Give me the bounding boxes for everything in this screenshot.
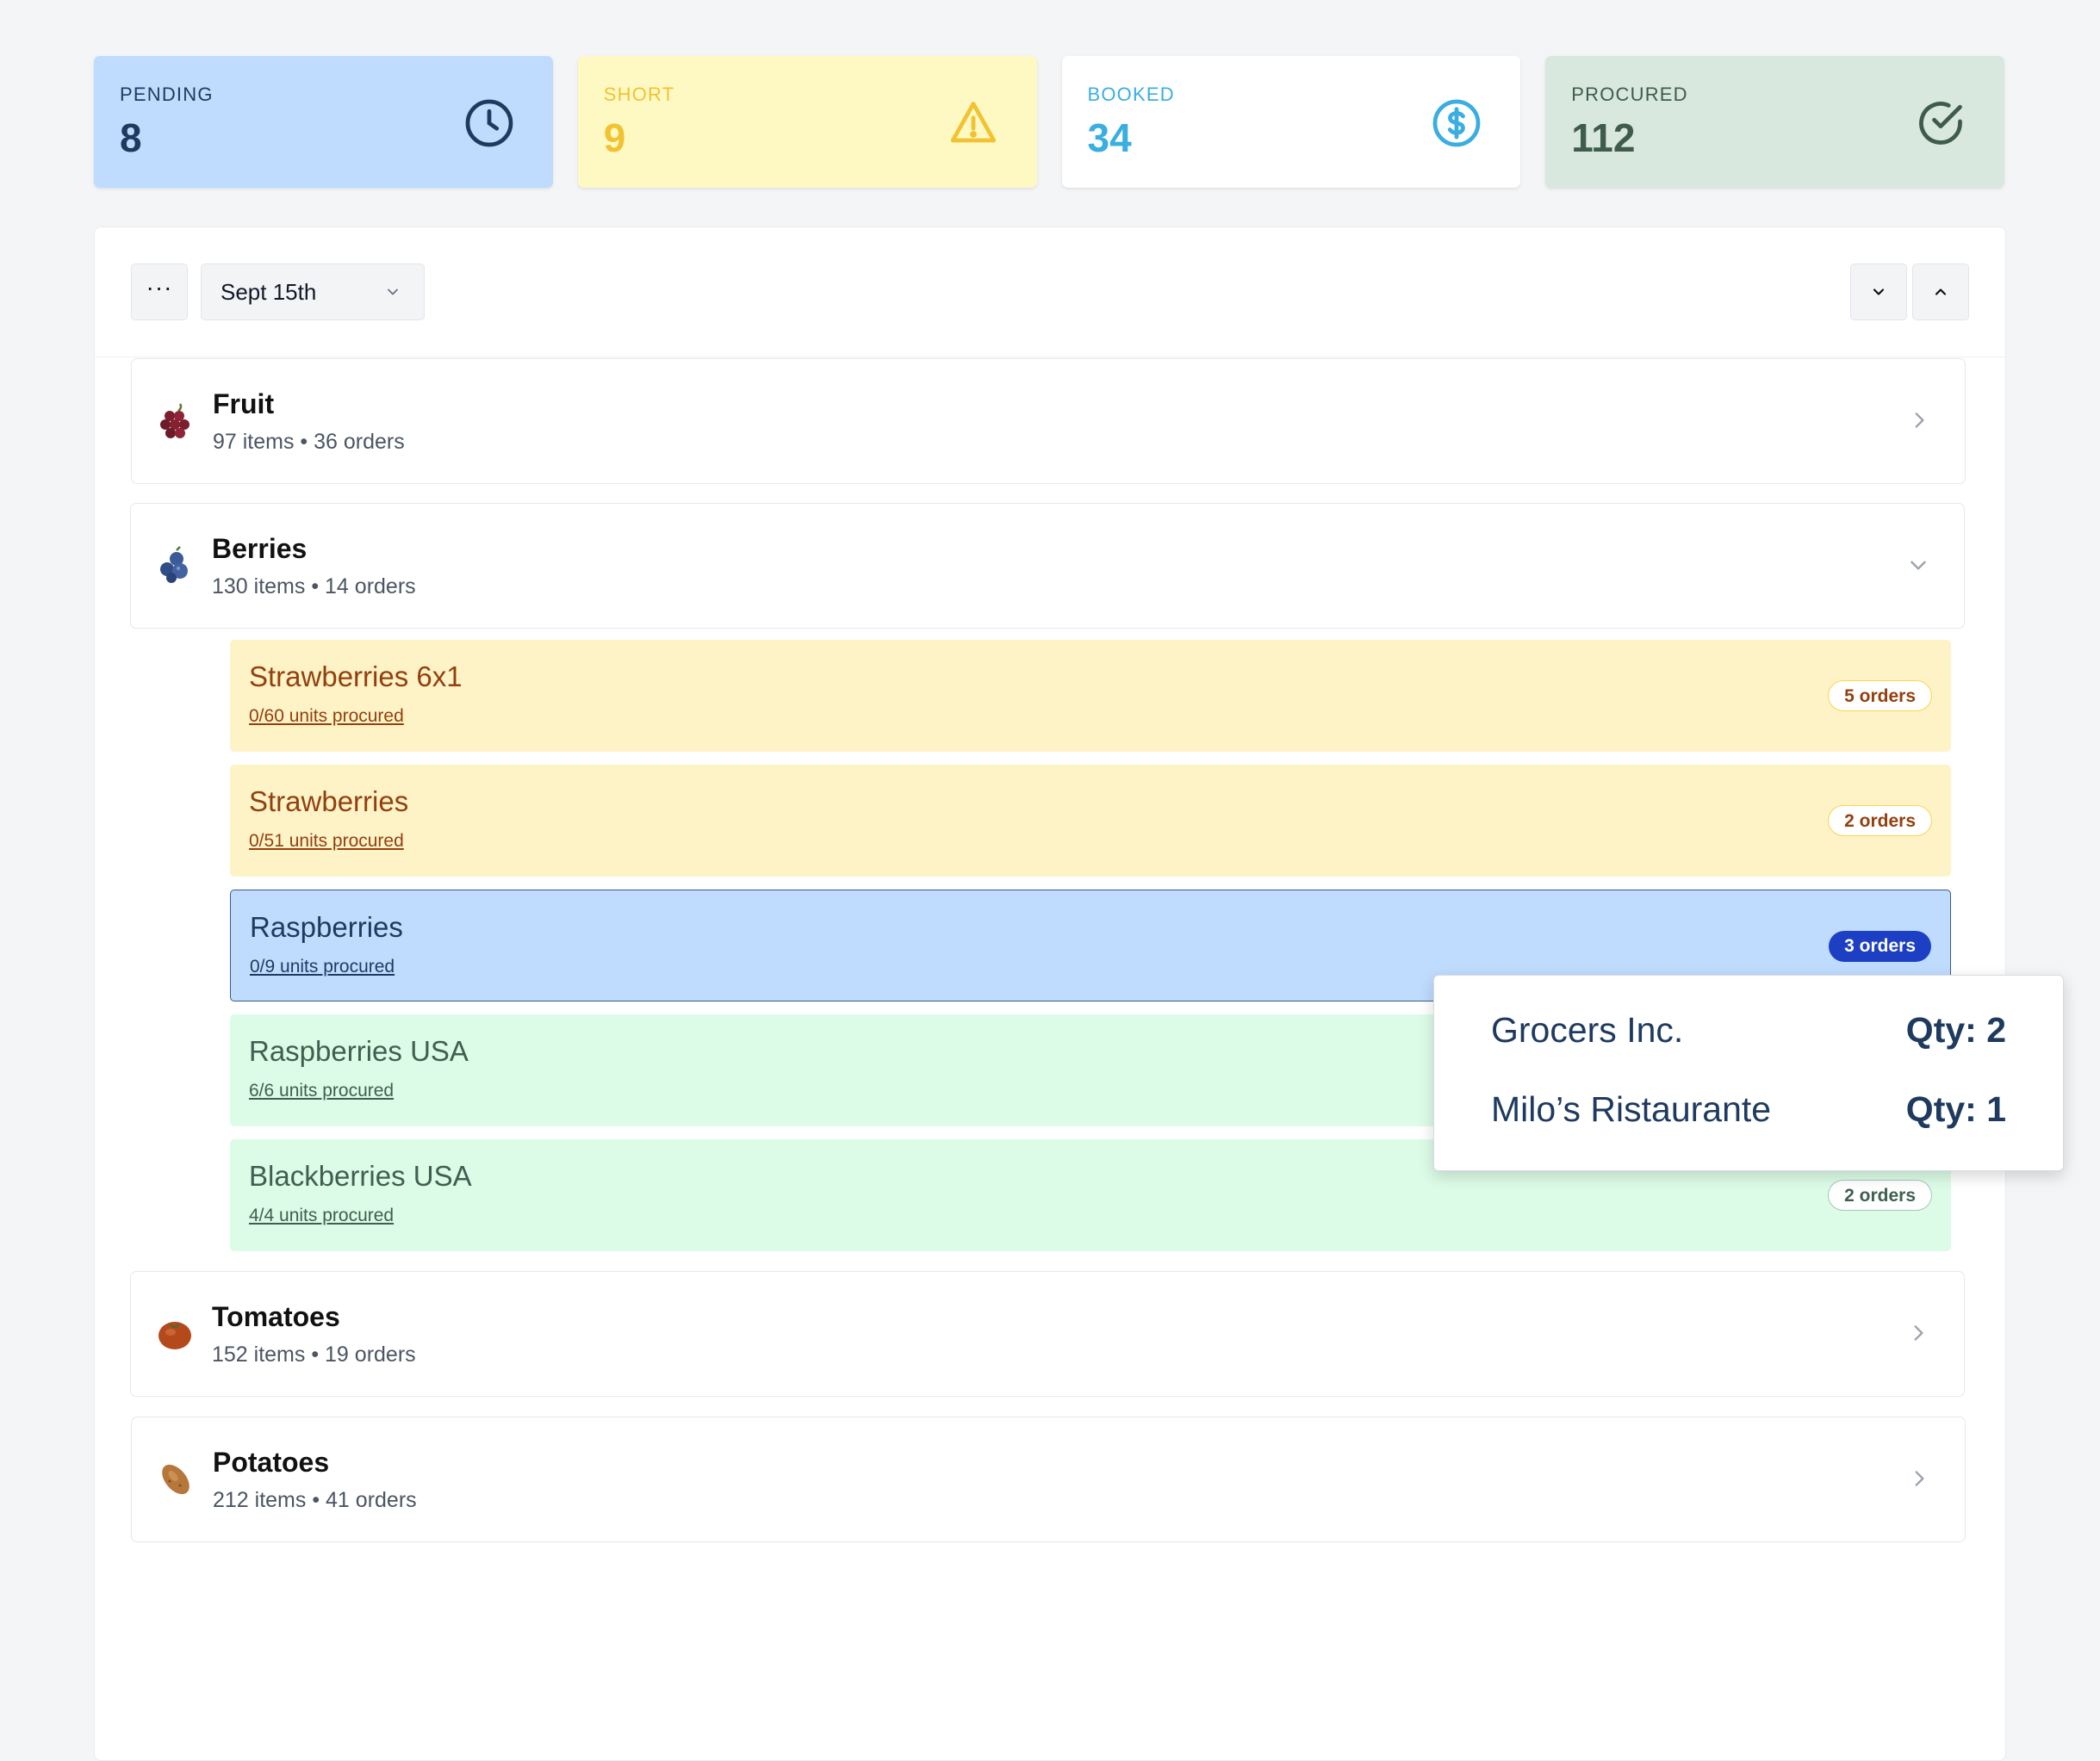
chevron-right-icon [1908, 409, 1930, 431]
warning-icon [947, 97, 999, 149]
chevron-down-icon [1873, 288, 1885, 295]
collapse-all-button[interactable] [1850, 264, 1907, 320]
stat-value: 8 [120, 115, 142, 160]
chevron-right-icon [1907, 1322, 1929, 1344]
check-circle-icon [1915, 97, 1966, 149]
stat-card-short[interactable]: SHORT 9 [577, 56, 1037, 188]
stat-label: SHORT [603, 84, 675, 105]
units-procured-link[interactable]: 0/60 units procured [249, 706, 404, 726]
customer-name: Milo’s Ristaurante [1491, 1089, 1772, 1129]
order-qty: Qty: 1 [1905, 1089, 2006, 1129]
item-name: Strawberries 6x1 [249, 660, 463, 692]
item-name: Strawberries [249, 785, 409, 817]
orders-popover: Grocers Inc. Qty: 2 Milo’s Ristaurante Q… [1433, 975, 2064, 1171]
units-procured-link[interactable]: 0/9 units procured [250, 957, 395, 977]
blueberries-icon [153, 543, 196, 586]
item-name: Raspberries USA [249, 1035, 469, 1067]
category-name: Berries [212, 533, 308, 564]
dollar-circle-icon [1431, 97, 1482, 149]
stat-value: 9 [603, 115, 626, 160]
popover-order-row[interactable]: Grocers Inc. Qty: 2 [1491, 1010, 2006, 1053]
units-procured-link[interactable]: 0/51 units procured [249, 831, 404, 851]
stat-label: BOOKED [1087, 84, 1175, 105]
category-row-berries[interactable]: Berries 130 items • 14 orders [130, 503, 1965, 629]
customer-name: Grocers Inc. [1491, 1010, 1684, 1050]
category-meta: 212 items • 41 orders [213, 1488, 417, 1512]
chevron-up-icon [1935, 288, 1947, 295]
stat-card-pending[interactable]: PENDING 8 [94, 56, 553, 188]
more-options-button[interactable]: ··· [131, 264, 188, 320]
item-name: Raspberries [250, 911, 403, 943]
item-row[interactable]: Strawberries 6x1 0/60 units procured 5 o… [230, 640, 1951, 752]
order-qty: Qty: 2 [1905, 1010, 2006, 1050]
potato-icon [154, 1457, 197, 1500]
stat-value: 34 [1087, 115, 1132, 160]
stat-label: PROCURED [1571, 84, 1688, 105]
item-row[interactable]: Strawberries 0/51 units procured 2 order… [230, 765, 1951, 877]
category-meta: 97 items • 36 orders [213, 430, 405, 454]
category-name: Fruit [213, 388, 275, 419]
category-row-potatoes[interactable]: Potatoes 212 items • 41 orders [131, 1417, 1966, 1542]
toolbar: ··· Sept 15th [95, 227, 2005, 357]
category-row-tomatoes[interactable]: Tomatoes 152 items • 19 orders [130, 1271, 1965, 1397]
more-icon: ··· [146, 274, 173, 301]
orders-badge[interactable]: 5 orders [1828, 680, 1932, 711]
category-meta: 130 items • 14 orders [212, 574, 416, 598]
chevron-right-icon [1908, 1467, 1930, 1490]
stat-card-booked[interactable]: BOOKED 34 [1061, 56, 1521, 188]
orders-badge[interactable]: 2 orders [1828, 805, 1932, 836]
stat-label: PENDING [120, 84, 214, 105]
category-name: Tomatoes [212, 1301, 340, 1332]
expand-all-button[interactable] [1912, 264, 1969, 320]
tomato-icon [153, 1311, 196, 1355]
date-select[interactable]: Sept 15th [201, 264, 425, 320]
clock-icon [463, 97, 515, 149]
stat-card-procured[interactable]: PROCURED 112 [1545, 56, 2004, 188]
date-select-value: Sept 15th [221, 278, 317, 305]
item-name: Blackberries USA [249, 1160, 472, 1192]
category-meta: 152 items • 19 orders [212, 1342, 416, 1367]
chevron-down-icon [1907, 554, 1929, 576]
stat-value: 112 [1571, 115, 1636, 160]
units-procured-link[interactable]: 4/4 units procured [249, 1206, 395, 1225]
units-procured-link[interactable]: 6/6 units procured [249, 1081, 395, 1101]
orders-badge-active[interactable]: 3 orders [1829, 931, 1931, 962]
orders-badge[interactable]: 2 orders [1828, 1180, 1932, 1211]
stats-row: PENDING 8 SHORT 9 BOOKED 34 PROCURED [94, 56, 2004, 188]
category-row-fruit[interactable]: Fruit 97 items • 36 orders [131, 358, 1966, 484]
category-name: Potatoes [213, 1447, 330, 1478]
popover-order-row[interactable]: Milo’s Ristaurante Qty: 1 [1491, 1089, 2006, 1132]
chevron-down-icon [388, 288, 398, 295]
grapes-icon [154, 399, 197, 442]
